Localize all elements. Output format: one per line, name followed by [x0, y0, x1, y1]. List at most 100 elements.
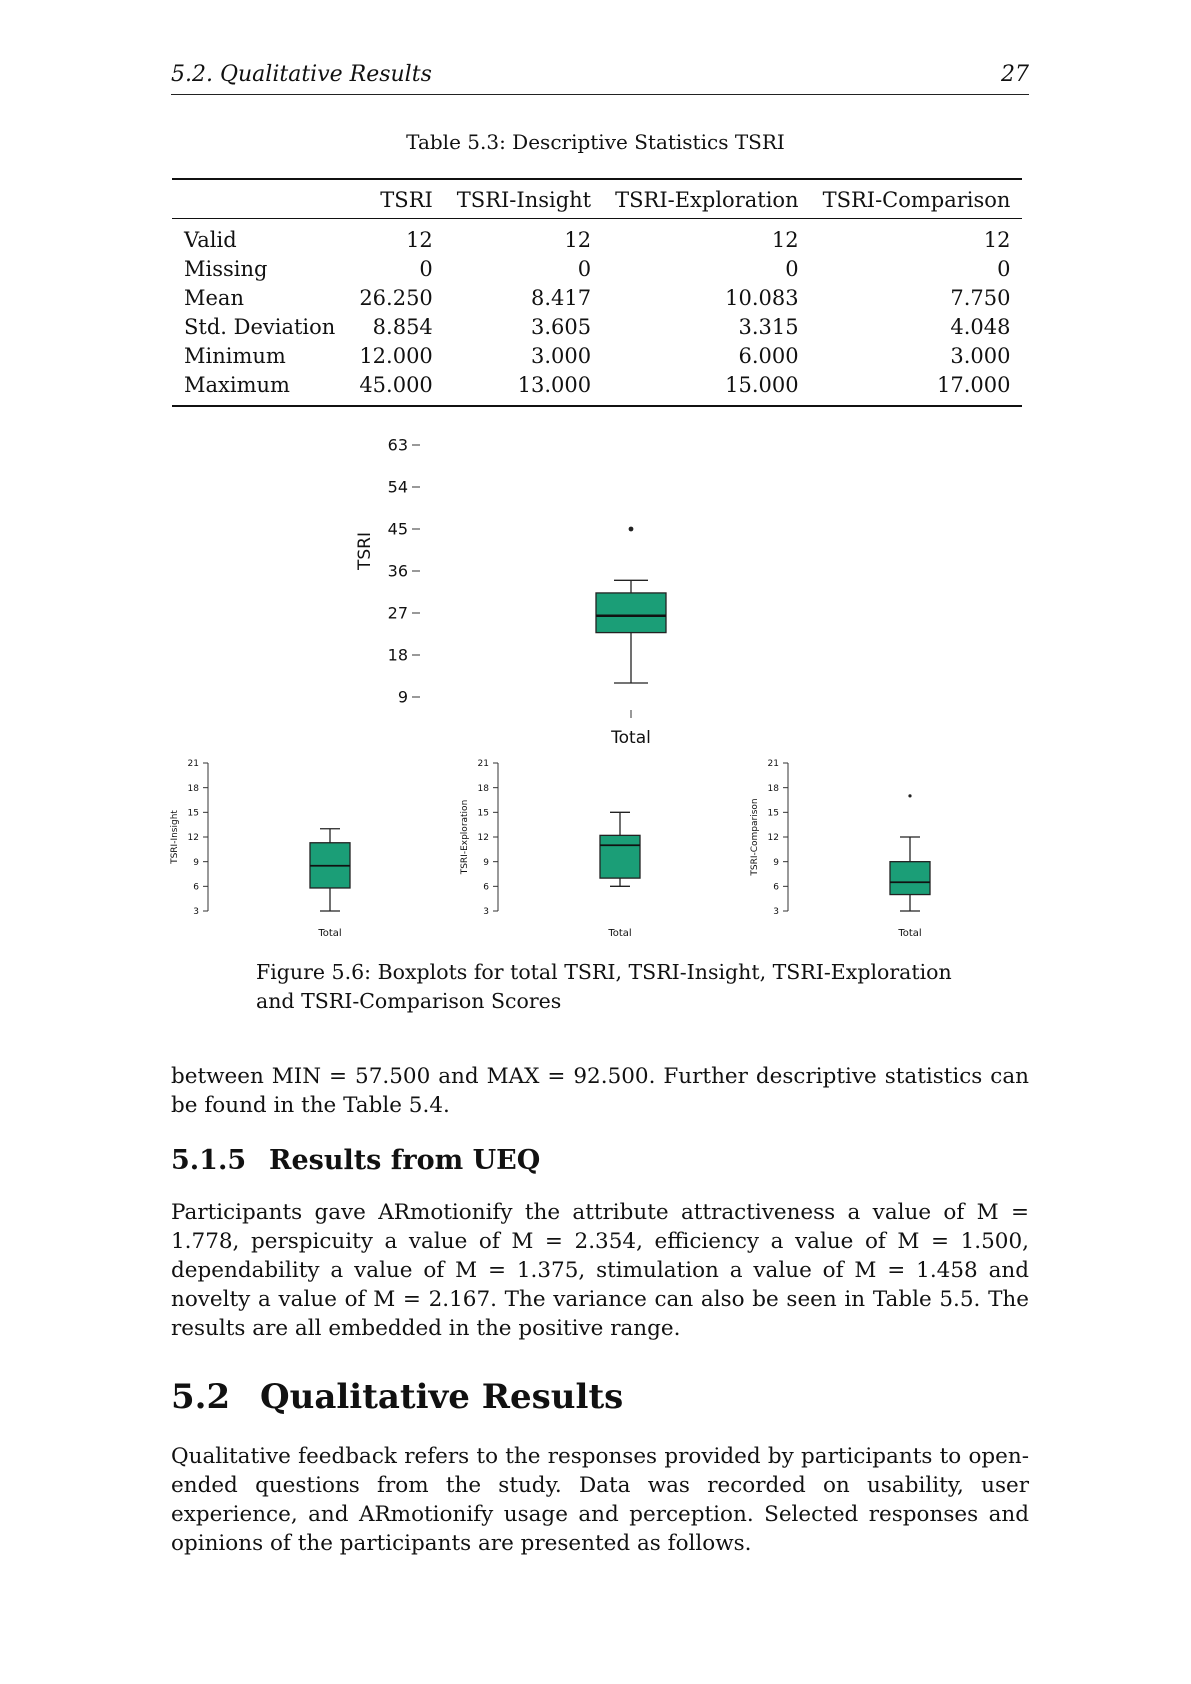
- table-row: Mean 26.250 8.417 10.083 7.750: [172, 283, 1022, 312]
- table-cell: 45.000: [359, 372, 433, 397]
- y-tick-label: 18: [388, 646, 408, 665]
- table-cell: 6.000: [738, 343, 799, 368]
- table-column-header: TSRI-Exploration: [615, 188, 799, 212]
- table-cell: 7.750: [950, 285, 1011, 310]
- table-cell: 10.083: [725, 285, 799, 310]
- table-cell: 3.000: [950, 343, 1011, 368]
- table-row: Minimum 12.000 3.000 6.000 3.000: [172, 341, 1022, 370]
- table-row-label: Valid: [184, 227, 237, 252]
- table-cell: 3.605: [531, 314, 592, 339]
- subsection-heading: 5.1.5 Results from UEQ: [171, 1145, 540, 1176]
- y-tick-label: 45: [388, 520, 408, 539]
- y-tick-label: 18: [478, 784, 490, 794]
- y-tick-label: 21: [188, 759, 199, 769]
- table-cell: 15.000: [725, 372, 799, 397]
- y-tick-label: 9: [483, 858, 489, 868]
- x-axis-label: Total: [610, 728, 651, 748]
- y-tick-label: 18: [188, 784, 200, 794]
- y-tick-label: 36: [388, 562, 408, 581]
- y-tick-label: 15: [478, 808, 489, 818]
- x-axis-label: Total: [317, 928, 341, 939]
- running-header: 5.2. Qualitative Results 27: [171, 58, 1029, 95]
- table-cell: 12: [983, 227, 1011, 252]
- y-tick-label: 15: [188, 808, 199, 818]
- iqr-box: [595, 592, 667, 634]
- table-row-label: Maximum: [184, 372, 290, 397]
- table-column-header: TSRI: [380, 188, 433, 212]
- y-tick-label: 3: [483, 907, 489, 917]
- table-caption: Table 5.3: Descriptive Statistics TSRI: [406, 130, 785, 154]
- tsri-insight-boxplot: 3 6 9 12 15 18 21 TSRI-Insight Total: [170, 759, 351, 939]
- outlier-point: [628, 526, 634, 532]
- table-row-label: Minimum: [184, 343, 286, 368]
- y-tick-label: 9: [773, 858, 779, 868]
- y-tick-label: 9: [193, 858, 199, 868]
- table-row-label: Mean: [184, 285, 244, 310]
- y-tick-label: 12: [188, 833, 199, 843]
- table-cell: 8.417: [531, 285, 592, 310]
- subsection-title: Results from UEQ: [269, 1145, 541, 1176]
- paragraph-qualitative: Qualitative feedback refers to the respo…: [171, 1444, 1029, 1556]
- x-axis-label: Total: [607, 928, 631, 939]
- paragraph-min-max: between MIN = 57.500 and MAX = 92.500. F…: [171, 1064, 1029, 1118]
- section-heading: 5.2 Qualitative Results: [171, 1377, 623, 1417]
- table-cell: 0: [997, 256, 1011, 281]
- table-column-header: TSRI-Insight: [456, 188, 592, 212]
- y-axis-label: TSRI-Comparison: [750, 798, 760, 876]
- y-tick-label: 21: [768, 759, 779, 769]
- tsri-exploration-boxplot: 3 6 9 12 15 18 21 TSRI-Exploration Total: [460, 759, 641, 939]
- y-tick-label: 6: [193, 882, 199, 892]
- y-tick-label: 9: [398, 688, 408, 707]
- paragraph-ueq-results: Participants gave ARmotionify the attrib…: [171, 1200, 1029, 1341]
- descriptive-stats-table: TSRI TSRI-Insight TSRI-Exploration TSRI-Com…: [172, 178, 1023, 407]
- table-cell: 3.000: [531, 343, 592, 368]
- table-row: Valid 12 12 12 12: [172, 219, 1022, 255]
- y-tick-label: 12: [768, 833, 779, 843]
- y-tick-label: 21: [478, 759, 489, 769]
- table-row: Missing 0 0 0 0: [172, 254, 1022, 283]
- table-cell: 17.000: [936, 372, 1011, 397]
- figure-caption: Figure 5.6: Boxplots for total TSRI, TSR…: [256, 958, 956, 1016]
- y-axis-label: TSRI: [355, 532, 375, 571]
- table-column-header: TSRI-Comparison: [822, 188, 1011, 212]
- page-number: 27: [1001, 62, 1029, 87]
- table-cell: 12: [406, 227, 433, 252]
- table-header-row: TSRI TSRI-Insight TSRI-Exploration TSRI-Com…: [172, 179, 1023, 219]
- y-tick-label: 12: [478, 833, 489, 843]
- y-tick-label: 54: [388, 478, 408, 497]
- y-tick-label: 15: [768, 808, 779, 818]
- section-number: 5.2: [171, 1377, 231, 1417]
- table-cell: 12.000: [359, 343, 433, 368]
- running-header-title: 5.2. Qualitative Results: [171, 62, 432, 87]
- table-row: Std. Deviation 8.854 3.605 3.315 4.048: [172, 312, 1022, 341]
- y-tick-label: 6: [773, 882, 779, 892]
- table-cell: 12: [771, 227, 799, 252]
- tsri-comparison-boxplot: 3 6 9 12 15 18 21 TSRI-Comparison Total: [750, 759, 931, 939]
- table-cell: 3.315: [738, 314, 799, 339]
- tsri-boxplot: 9 18 27 36 45 54 63 TSRI Total: [355, 436, 667, 748]
- figure-caption-line-2: and TSRI-Comparison Scores: [256, 989, 562, 1013]
- figure-caption-line-1: Figure 5.6: Boxplots for total TSRI, TSR…: [256, 960, 952, 984]
- subsection-number: 5.1.5: [171, 1145, 247, 1176]
- outlier-point: [908, 794, 912, 798]
- table-cell: 26.250: [359, 285, 433, 310]
- table-cell: 0: [785, 256, 799, 281]
- table-cell: 0: [577, 256, 592, 281]
- y-tick-label: 18: [768, 784, 780, 794]
- y-tick-label: 63: [388, 436, 408, 455]
- table-row: Maximum 45.000 13.000 15.000 17.000: [172, 370, 1022, 406]
- x-axis-label: Total: [897, 928, 921, 939]
- table-row-label: Missing: [184, 256, 268, 281]
- iqr-box: [889, 861, 931, 896]
- table-cell: 8.854: [372, 314, 433, 339]
- y-tick-label: 3: [773, 907, 779, 917]
- section-title: Qualitative Results: [260, 1377, 624, 1417]
- table-cell: 13.000: [517, 372, 592, 397]
- y-tick-label: 27: [388, 604, 408, 623]
- table-cell: 4.048: [950, 314, 1011, 339]
- y-axis-label: TSRI-Insight: [170, 810, 180, 865]
- table-corner-cell: [172, 179, 347, 219]
- y-tick-label: 6: [483, 882, 489, 892]
- y-axis-label: TSRI-Exploration: [460, 800, 470, 876]
- table-cell: 0: [419, 256, 433, 281]
